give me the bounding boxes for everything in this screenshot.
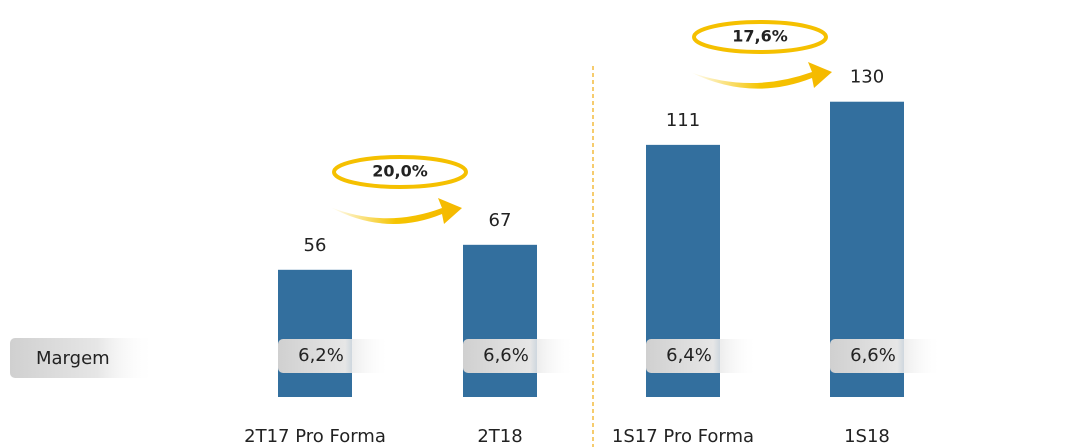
value-label: 56 xyxy=(304,235,327,256)
growth-ring xyxy=(332,155,468,189)
margin-value: 6,2% xyxy=(298,345,344,366)
margin-value: 6,4% xyxy=(666,345,712,366)
margin-label: Margem xyxy=(36,348,110,369)
growth-arrow xyxy=(330,198,462,224)
margin-pill xyxy=(463,339,575,373)
bar xyxy=(278,269,352,397)
x-tick-label: 1S17 Pro Forma xyxy=(612,426,754,447)
x-tick-label: 1S18 xyxy=(844,426,890,447)
value-label: 130 xyxy=(850,67,884,88)
growth-arrow xyxy=(690,62,832,89)
margin-pill xyxy=(830,339,942,373)
x-tick-label: 2T18 xyxy=(477,426,522,447)
value-label: 111 xyxy=(666,110,700,131)
value-label: 67 xyxy=(489,210,512,231)
margin-value: 6,6% xyxy=(483,345,529,366)
growth-label: 20,0% xyxy=(372,162,428,181)
growth-ring xyxy=(692,20,828,54)
bar xyxy=(463,244,537,397)
margin-pill xyxy=(646,339,758,373)
growth-label: 17,6% xyxy=(732,27,788,46)
margin-label-box xyxy=(10,338,155,378)
margin-pill xyxy=(278,339,390,373)
x-tick-label: 2T17 Pro Forma xyxy=(244,426,386,447)
margin-value: 6,6% xyxy=(850,345,896,366)
